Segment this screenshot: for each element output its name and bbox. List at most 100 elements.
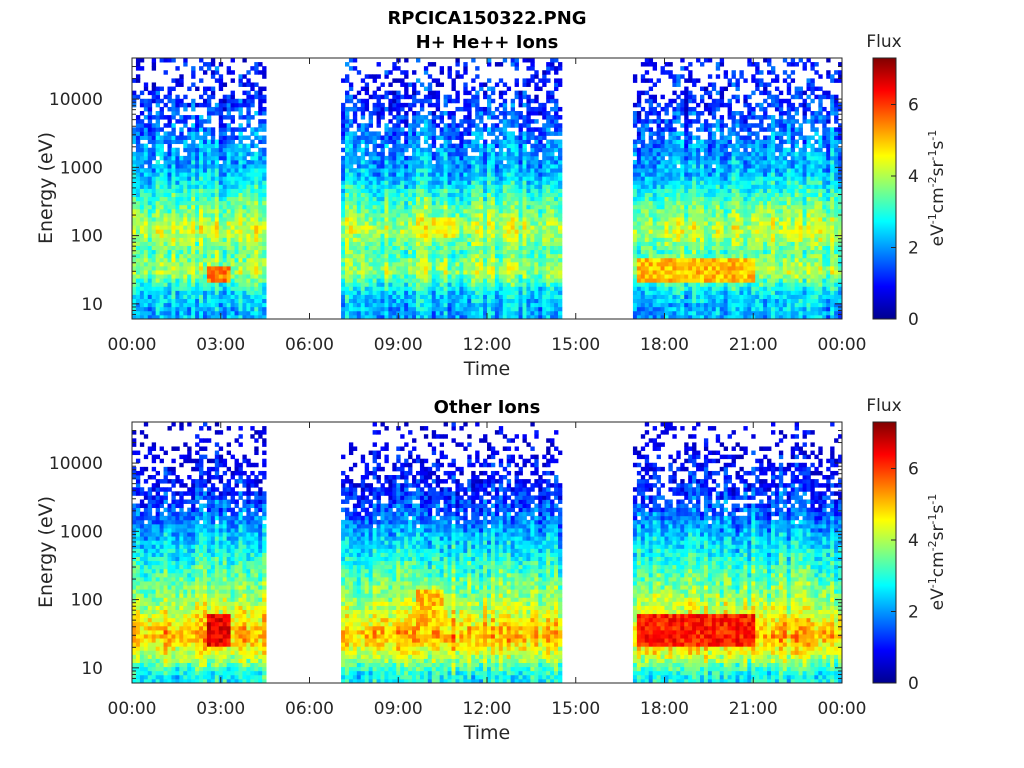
heatmap-cell [195,119,200,124]
heatmap-cell [423,98,429,104]
heatmap-cell [506,282,512,287]
heatmap-cell [230,188,235,193]
heatmap-cell [384,131,389,136]
heatmap-cell [427,286,433,291]
heatmap-cell [632,249,638,255]
heatmap-cell [238,249,243,255]
heatmap-cell [187,208,192,214]
heatmap-cell [534,265,539,271]
heatmap-cell [467,200,472,206]
heatmap-cell [163,310,168,316]
heatmap-cell [388,282,393,287]
heatmap-cell [222,261,228,267]
heatmap-cell [147,294,153,300]
heatmap-cell [246,229,251,234]
heatmap-cell [187,265,192,271]
heatmap-cell [360,294,366,300]
heatmap-cell [242,290,247,295]
heatmap-cell [451,135,456,140]
heatmap-cell [404,172,409,177]
heatmap-cell [175,253,180,259]
heatmap-cell [467,208,472,214]
heatmap-cell [538,204,543,210]
heatmap-cell [360,233,366,238]
heatmap-cell [518,94,523,100]
heatmap-cell [210,135,216,140]
heatmap-cell [372,265,377,271]
heatmap-cell [494,270,500,275]
heatmap-cell [526,82,531,87]
heatmap-cell [199,245,204,251]
heatmap-cell [498,233,504,238]
heatmap-cell [550,245,555,251]
heatmap-cell [487,111,492,116]
heatmap-cell [199,204,204,210]
heatmap-cell [502,286,508,291]
heatmap-cell [518,143,523,149]
heatmap-cell [199,310,204,316]
heatmap-cell [439,306,445,312]
heatmap-cell [546,172,551,177]
heatmap-cell [175,168,180,173]
heatmap-cell [408,212,413,218]
heatmap-cell [210,106,216,112]
heatmap-cell [400,127,405,132]
heatmap-cell [550,257,555,263]
heatmap-cell [341,111,346,116]
heatmap-cell [254,159,259,165]
heatmap-cell [372,221,377,226]
heatmap-cell [419,221,425,226]
heatmap-cell [490,208,496,214]
heatmap-cell [542,225,547,230]
heatmap-cell [352,119,358,124]
heatmap-cell [214,180,220,185]
heatmap-cell [226,70,232,75]
heatmap-cell [554,278,559,283]
heatmap-cell [151,237,157,242]
heatmap-cell [167,274,172,279]
heatmap-cell [632,298,638,304]
heatmap-cell [372,306,377,312]
heatmap-cell [155,86,161,92]
heatmap-cell [372,217,377,222]
heatmap-cell [554,66,559,71]
heatmap-cell [542,176,547,181]
heatmap-cell [447,135,452,140]
heatmap-cell [341,204,346,210]
heatmap-cell [210,245,216,251]
heatmap-cell [242,286,247,291]
heatmap-cell [250,159,255,165]
heatmap-cell [341,192,346,198]
heatmap-cell [392,314,397,320]
heatmap-cell [341,249,346,255]
heatmap-cell [538,257,543,263]
heatmap-cell [459,180,464,185]
heatmap-cell [143,253,149,259]
heatmap-cell [380,306,385,312]
heatmap-cell [443,298,448,304]
heatmap-cell [463,274,468,279]
heatmap-cell [479,200,484,206]
heatmap-cell [558,253,563,259]
heatmap-cell [408,127,413,132]
heatmap-cell [147,127,153,132]
heatmap-cell [171,294,176,300]
heatmap-cell [218,290,224,295]
heatmap-cell [522,164,527,169]
heatmap-cell [388,237,393,242]
heatmap-cell [534,245,539,251]
heatmap-cell [187,306,192,312]
heatmap-cell [179,217,184,222]
heatmap-cell [388,208,393,214]
heatmap-cell [380,212,385,218]
heatmap-cell [246,204,251,210]
heatmap-cell [558,241,563,246]
heatmap-cell [494,233,500,238]
heatmap-cell [518,274,523,279]
heatmap-cell [199,249,204,255]
heatmap-cell [341,164,346,169]
heatmap-cell [463,290,468,295]
heatmap-cell [159,257,164,263]
heatmap-cell [490,257,496,263]
heatmap-cell [526,245,531,251]
